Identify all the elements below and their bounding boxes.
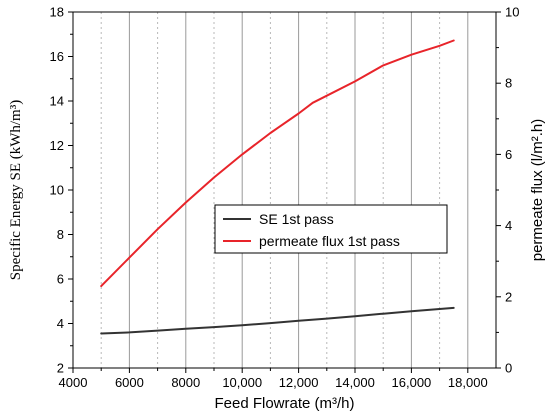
y-axis-left: 2 4 6 8 10 12 14 16 18	[50, 5, 73, 376]
legend-label-se: SE 1st pass	[259, 211, 334, 227]
y-left-tick-label: 14	[50, 94, 64, 109]
y-right-tick-label: 8	[505, 76, 512, 91]
y-right-tick-label: 6	[505, 147, 512, 162]
x-axis: 4000 6000 8000 10,000 12,000 14,000 16,000 18,0…	[59, 368, 488, 390]
x-tick-label: 4000	[59, 375, 88, 390]
y-left-tick-label: 2	[57, 361, 64, 376]
y-left-tick-label: 12	[50, 138, 64, 153]
legend-label-flux: permeate flux 1st pass	[259, 233, 400, 249]
plot-frame	[72, 11, 497, 369]
x-tick-label: 16,000	[392, 375, 432, 390]
legend: SE 1st pass permeate flux 1st pass	[214, 204, 448, 254]
y-axis-right-title: permeate flux (l/m².h)	[529, 119, 546, 262]
y-left-tick-label: 8	[57, 227, 64, 242]
x-tick-label: 14,000	[335, 375, 375, 390]
series-line-flux	[100, 39, 455, 288]
y-right-tick-label: 10	[505, 5, 519, 20]
y-axis-right: 0 2 4 6 8 10	[496, 5, 519, 376]
y-left-tick-label: 16	[50, 49, 64, 64]
x-axis-title: Feed Flowrate (m³/h)	[214, 395, 354, 412]
y-left-tick-label: 18	[50, 5, 64, 20]
x-tick-label: 8000	[171, 375, 200, 390]
y-left-tick-label: 4	[57, 316, 64, 331]
y-left-tick-label: 6	[57, 272, 64, 287]
x-tick-label: 6000	[115, 375, 144, 390]
x-tick-label: 12,000	[279, 375, 319, 390]
series-line-se	[100, 306, 455, 335]
x-tick-label: 18,000	[448, 375, 488, 390]
y-left-tick-label: 10	[50, 183, 64, 198]
x-tick-label: 10,000	[222, 375, 262, 390]
y-right-tick-label: 4	[505, 218, 512, 233]
legend-box	[214, 204, 448, 254]
y-right-tick-label: 0	[505, 361, 512, 376]
y-right-tick-label: 2	[505, 289, 512, 304]
series-layer	[100, 39, 455, 335]
y-axis-left-title: Specific Energy SE (kWh/m³)	[8, 100, 24, 280]
grid	[100, 12, 469, 368]
